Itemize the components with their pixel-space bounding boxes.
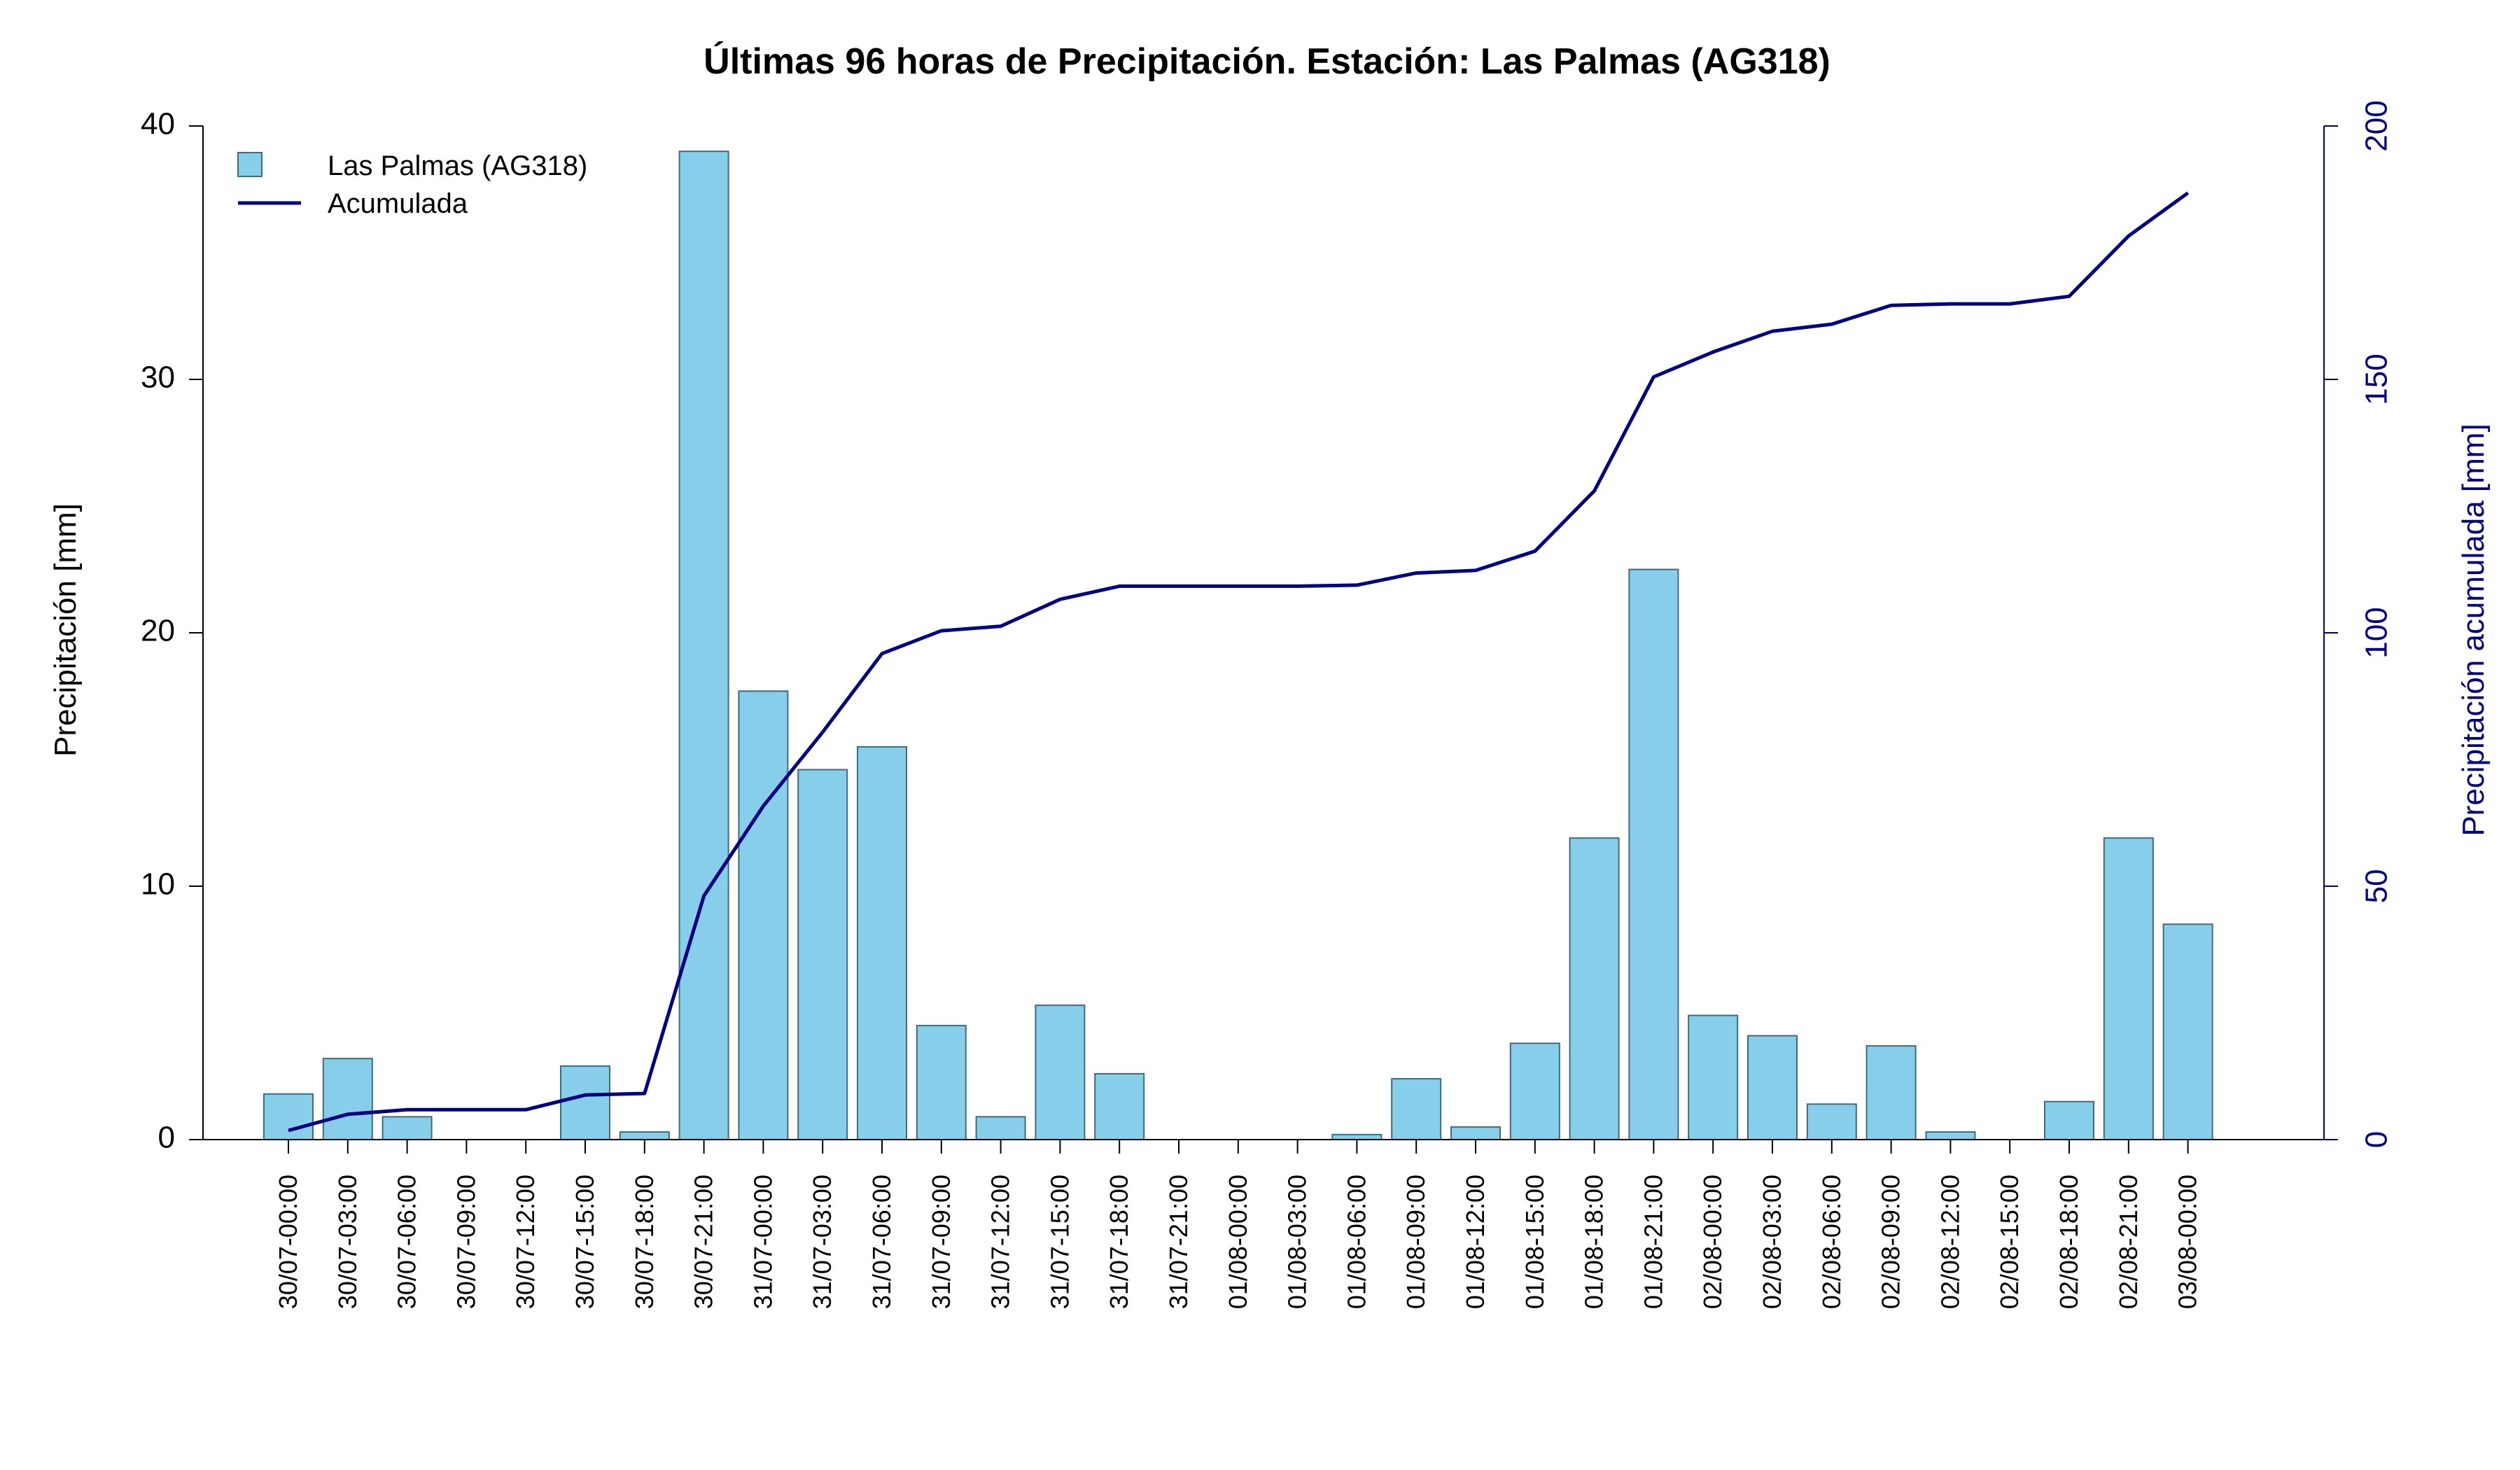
x-tick-label: 30/07-00:00: [274, 1175, 302, 1309]
bar-01/08-06:00: [1331, 1133, 1382, 1141]
y2-tick-label: 150: [2360, 354, 2394, 405]
x-tick-label: 30/07-18:00: [630, 1175, 659, 1309]
x-tick-label: 31/07-18:00: [1105, 1175, 1133, 1309]
x-tick-label: 02/08-15:00: [1995, 1175, 2024, 1309]
y-axis-label: Precipitación [mm]: [48, 503, 83, 757]
x-tick-label: 01/08-21:00: [1639, 1175, 1667, 1309]
bar-31/07-09:00: [916, 1025, 967, 1140]
x-tick-label: 01/08-15:00: [1520, 1175, 1549, 1309]
cumulative-line-series: [288, 191, 2190, 1133]
bar-03/08-00:00: [2162, 923, 2213, 1141]
x-tick-label: 31/07-21:00: [1164, 1175, 1193, 1309]
x-tick-label: 02/08-03:00: [1758, 1175, 1786, 1309]
x-tick-label: 30/07-03:00: [333, 1175, 362, 1309]
x-tick-label: 30/07-09:00: [451, 1175, 480, 1309]
x-tick-label: 03/08-00:00: [2174, 1175, 2202, 1309]
bar-02/08-18:00: [2044, 1100, 2094, 1140]
bar-02/08-03:00: [1747, 1035, 1798, 1140]
bar-02/08-12:00: [1925, 1131, 1976, 1140]
y-tick-label: 20: [141, 614, 175, 648]
legend-bar-label: Las Palmas (AG318): [328, 150, 587, 181]
y-tick-label: 40: [141, 107, 175, 141]
bar-02/08-21:00: [2103, 837, 2154, 1140]
bar-31/07-12:00: [975, 1116, 1026, 1141]
y2-axis-label: Precipitación acumulada [mm]: [2456, 424, 2491, 836]
bar-30/07-00:00: [263, 1093, 314, 1141]
legend-bar-swatch: [237, 152, 262, 177]
x-tick-label: 01/08-00:00: [1224, 1175, 1252, 1309]
x-tick-label: 01/08-09:00: [1401, 1175, 1430, 1309]
bar-02/08-09:00: [1865, 1045, 1917, 1140]
x-tick-label: 01/08-03:00: [1283, 1175, 1312, 1309]
x-tick-label: 31/07-12:00: [986, 1175, 1015, 1309]
x-tick-label: 02/08-12:00: [1935, 1175, 1964, 1309]
axes: 0 10 20 30 40 0 50 100 150 200 30/07-00:00 30/07-03…: [141, 100, 2394, 1309]
y2-tick-label: 200: [2360, 100, 2394, 151]
bar-02/08-06:00: [1806, 1103, 1857, 1141]
bar-02/08-00:00: [1688, 1014, 1739, 1140]
x-tick-label: 02/08-09:00: [1877, 1175, 1905, 1309]
bar-31/07-00:00: [738, 690, 789, 1140]
bar-01/08-18:00: [1569, 837, 1620, 1140]
x-tick-label: 30/07-21:00: [690, 1175, 718, 1309]
x-tick-label: 01/08-18:00: [1580, 1175, 1609, 1309]
bar-01/08-21:00: [1628, 568, 1679, 1140]
x-tick-label: 01/08-06:00: [1342, 1175, 1371, 1309]
bar-30/07-06:00: [382, 1116, 433, 1141]
x-tick-label: 31/07-15:00: [1045, 1175, 1074, 1309]
bar-31/07-06:00: [857, 746, 907, 1140]
bar-series: [263, 150, 2213, 1141]
chart-title: Últimas 96 horas de Precipitación. Estac…: [704, 41, 1830, 82]
legend: Las Palmas (AG318) Acumulada: [237, 150, 587, 219]
bar-30/07-03:00: [322, 1058, 373, 1140]
y2-tick-label: 50: [2360, 869, 2394, 904]
x-tick-label: 31/07-06:00: [867, 1175, 896, 1309]
bar-30/07-18:00: [619, 1131, 670, 1140]
x-tick-label: 31/07-09:00: [927, 1175, 955, 1309]
y-tick-label: 30: [141, 360, 175, 395]
bar-30/07-21:00: [678, 150, 729, 1141]
y-tick-label: 0: [158, 1121, 175, 1155]
bar-01/08-12:00: [1450, 1126, 1501, 1141]
x-tick-label: 30/07-15:00: [570, 1175, 599, 1309]
x-tick-label: 02/08-18:00: [2054, 1175, 2083, 1309]
y-tick-label: 10: [141, 867, 175, 902]
y2-tick-label: 0: [2360, 1131, 2394, 1148]
x-tick-label: 30/07-12:00: [511, 1175, 540, 1309]
x-tick-label: 31/07-00:00: [748, 1175, 777, 1309]
x-tick-label: 01/08-12:00: [1461, 1175, 1490, 1309]
bar-30/07-15:00: [560, 1065, 610, 1140]
bar-31/07-18:00: [1094, 1072, 1145, 1141]
bar-01/08-09:00: [1391, 1078, 1442, 1140]
legend-line-label: Acumulada: [328, 188, 468, 219]
bar-01/08-15:00: [1509, 1042, 1560, 1141]
x-tick-label: 02/08-00:00: [1698, 1175, 1727, 1309]
bar-31/07-15:00: [1035, 1004, 1086, 1140]
x-tick-label: 31/07-03:00: [808, 1175, 836, 1309]
cumulative-line: [288, 191, 2190, 1133]
x-tick-label: 02/08-21:00: [2114, 1175, 2143, 1309]
y2-tick-label: 100: [2360, 607, 2394, 658]
x-tick-label: 30/07-06:00: [393, 1175, 421, 1309]
bar-31/07-03:00: [797, 769, 848, 1140]
x-tick-label: 02/08-06:00: [1817, 1175, 1846, 1309]
